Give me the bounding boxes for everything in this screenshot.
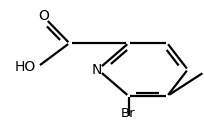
Text: HO: HO (14, 60, 36, 74)
Text: N: N (92, 63, 102, 77)
Text: Br: Br (121, 107, 136, 120)
Text: O: O (38, 9, 49, 23)
